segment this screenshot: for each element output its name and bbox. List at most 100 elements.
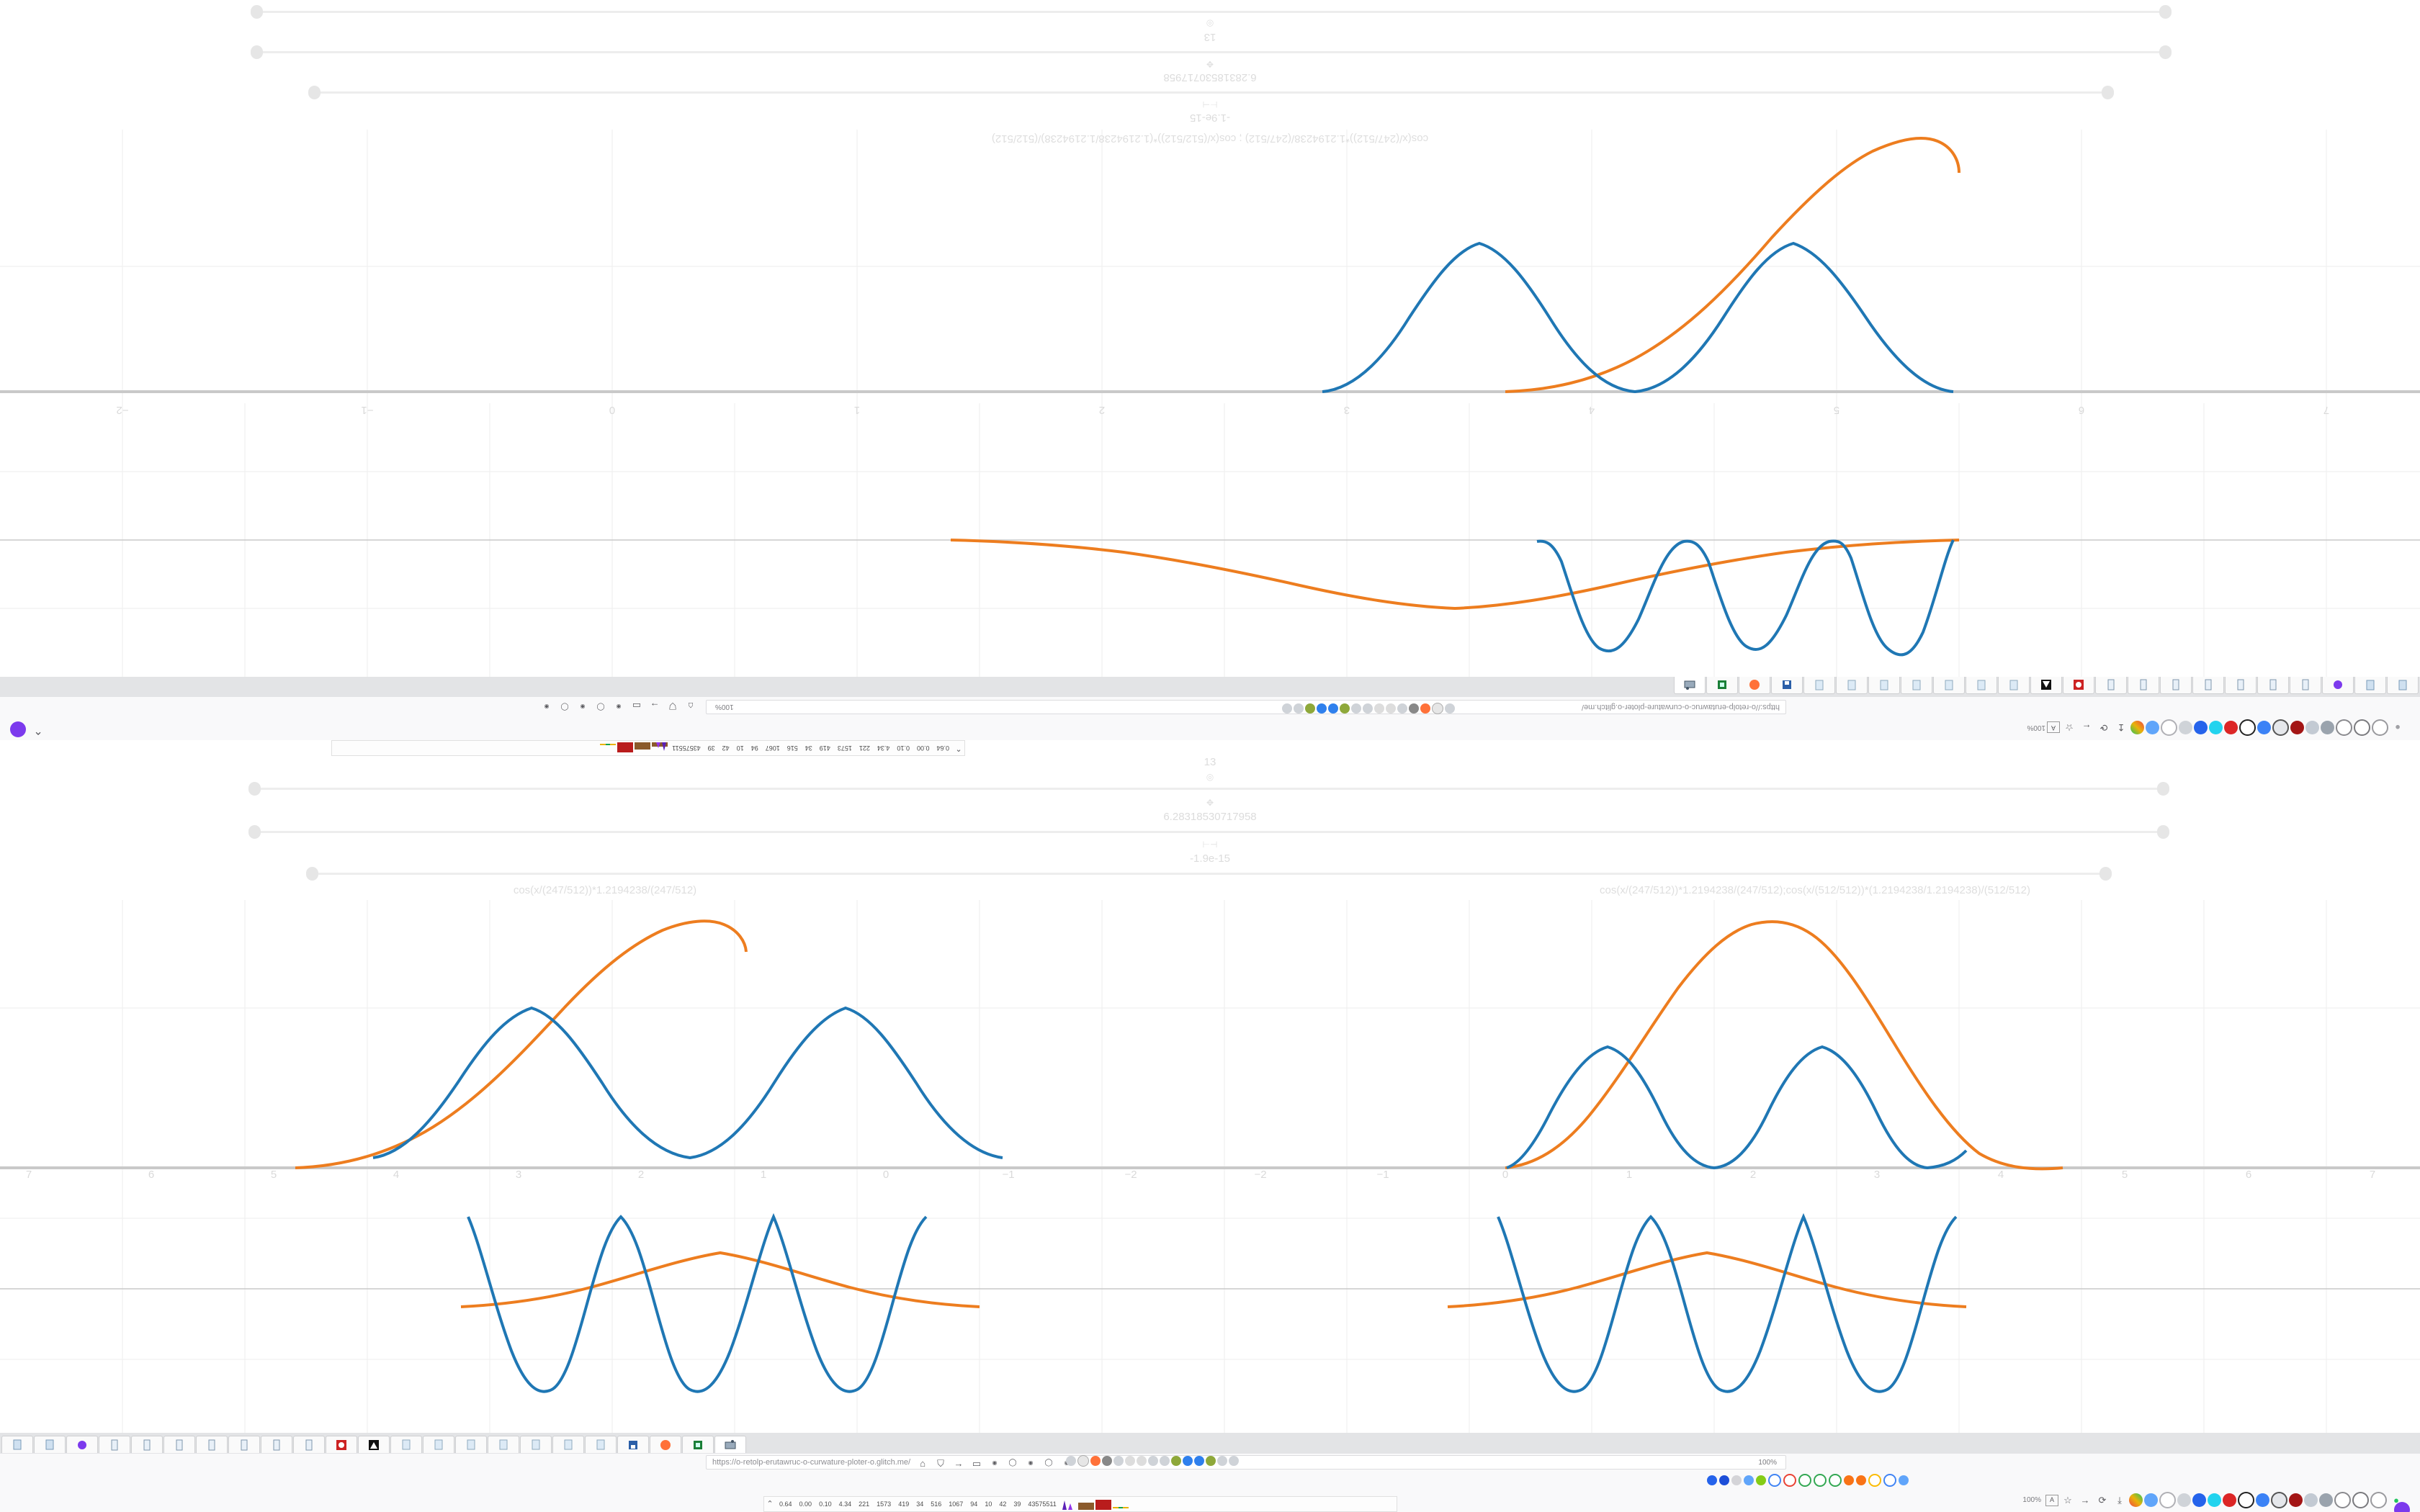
record-icon[interactable]	[2223, 1493, 2236, 1507]
slider-epsilon-track[interactable]	[310, 91, 2110, 94]
bookmark-star-icon[interactable]: ☆	[2065, 722, 2074, 733]
highlighter-icon[interactable]	[2130, 721, 2144, 734]
green-bookmark-icon[interactable]	[1171, 1456, 1181, 1466]
profile-avatar-icon[interactable]	[10, 721, 26, 737]
globe-bookmark-icon[interactable]	[1113, 1456, 1124, 1466]
google-bookmark-icon[interactable]	[1783, 1474, 1796, 1487]
forward-icon[interactable]: →	[650, 701, 660, 712]
dot-icon[interactable]: ◉	[992, 1459, 998, 1466]
slider-period-knob-left-main[interactable]	[248, 825, 261, 839]
overflow-chevron-icon[interactable]: ⌃	[33, 724, 43, 736]
shield-icon[interactable]	[2304, 1493, 2318, 1507]
reload-icon[interactable]: ⟳	[2099, 722, 2108, 733]
sysmon-collapse-icon-main[interactable]: ⌃	[766, 1499, 774, 1508]
drop-bookmark-icon[interactable]	[1719, 1475, 1729, 1485]
highlighter-icon[interactable]	[2129, 1493, 2143, 1507]
green-bookmark-icon[interactable]	[1305, 703, 1315, 714]
tab-item[interactable]	[2192, 677, 2224, 694]
slider-samples-knob-right-main[interactable]	[2157, 782, 2169, 796]
tab-item[interactable]	[163, 1436, 195, 1453]
tab-item[interactable]	[2387, 677, 2419, 694]
firefox-bookmark-icon[interactable]	[1420, 703, 1430, 714]
tab-item[interactable]	[682, 1436, 714, 1453]
tab-item[interactable]	[488, 1436, 519, 1453]
add-icon[interactable]	[2194, 721, 2208, 734]
shield-icon[interactable]	[2305, 721, 2319, 734]
slider-period-track[interactable]	[252, 51, 2168, 53]
tab-item[interactable]	[326, 1436, 357, 1453]
lower-plot-canvas[interactable]: cos(x/(247/512))*1.2194238/(247/512) ; c…	[0, 130, 2420, 403]
settings-gear-icon[interactable]	[2177, 1493, 2191, 1507]
tab-item[interactable]	[552, 1436, 584, 1453]
tab-item[interactable]	[66, 1436, 98, 1453]
tab-item[interactable]	[2257, 677, 2289, 694]
forward-arrow-icon[interactable]: →	[2080, 1495, 2090, 1506]
profile-avatar-icon-main[interactable]	[2394, 1502, 2410, 1512]
share-icon[interactable]	[2257, 721, 2271, 734]
tab-item[interactable]	[1836, 677, 1868, 694]
sun-bookmark-icon[interactable]	[1844, 1475, 1854, 1485]
shield-icon[interactable]: ⛉	[669, 701, 676, 712]
tab-item[interactable]	[423, 1436, 454, 1453]
drop-bookmark-icon[interactable]	[1183, 1456, 1193, 1466]
globe-bookmark-icon[interactable]	[1148, 1456, 1158, 1466]
tab-item[interactable]	[1739, 677, 1770, 694]
tab-item[interactable]	[1901, 677, 1932, 694]
drop-bookmark-icon[interactable]	[1317, 703, 1327, 714]
lock-icon[interactable]: ⌂	[920, 1457, 926, 1469]
slider-samples-track-main[interactable]	[252, 788, 2168, 790]
tab-item-active[interactable]	[1674, 677, 1706, 694]
circle-icon[interactable]: ◯	[596, 703, 605, 711]
download-icon[interactable]: ⤓	[2118, 1495, 2122, 1506]
lens-bookmark-icon[interactable]	[1125, 1456, 1135, 1466]
globe-bookmark-icon[interactable]	[1229, 1456, 1239, 1466]
globe-icon[interactable]	[2321, 721, 2334, 734]
account-icon[interactable]: ●	[2393, 1495, 2399, 1506]
opera-icon[interactable]	[2290, 721, 2304, 734]
tab-item[interactable]	[2322, 677, 2354, 694]
resize-handle-icon-main[interactable]: ⊢⊣	[1202, 840, 1218, 850]
gear-icon[interactable]	[2372, 719, 2388, 736]
resize-handle-icon[interactable]: ⊢⊣	[1202, 99, 1218, 109]
tab-item-active[interactable]	[714, 1436, 746, 1453]
shield-icon[interactable]: ⛉	[937, 1457, 944, 1469]
account-icon[interactable]: ●	[2395, 722, 2401, 733]
tab-item[interactable]	[1, 1436, 33, 1453]
lock-icon[interactable]: ⌂	[688, 701, 694, 712]
oval-icon[interactable]	[2159, 1492, 2176, 1508]
tab-item[interactable]	[99, 1436, 130, 1453]
mail-bookmark-icon[interactable]	[1707, 1475, 1717, 1485]
translate-icon[interactable]	[2144, 1493, 2158, 1507]
slider-samples-knob-left[interactable]	[2159, 5, 2172, 19]
add-icon[interactable]	[2192, 1493, 2206, 1507]
globe-bookmark-icon[interactable]	[1294, 703, 1304, 714]
gear-bookmark-icon[interactable]	[1077, 1455, 1089, 1467]
upload-icon[interactable]	[2208, 1493, 2221, 1507]
thumbs-icon[interactable]	[2334, 1492, 2351, 1508]
back-icon[interactable]: ←	[2081, 722, 2092, 733]
dot-icon[interactable]: ◉	[1028, 1459, 1034, 1466]
google-bookmark-icon[interactable]	[1829, 1474, 1842, 1487]
trash-icon[interactable]	[2238, 1492, 2254, 1508]
tab-item[interactable]	[1868, 677, 1900, 694]
tab-item[interactable]	[650, 1436, 681, 1453]
tab-item[interactable]	[520, 1436, 552, 1453]
slider-period-knob-right[interactable]	[251, 45, 263, 59]
tab-item[interactable]	[2030, 677, 2062, 694]
tab-item[interactable]	[2063, 677, 2094, 694]
move-handle-icon[interactable]: ✥	[1206, 59, 1214, 69]
google-bookmark-icon[interactable]	[1768, 1474, 1781, 1487]
tab-item[interactable]	[196, 1436, 228, 1453]
globe-bookmark-icon[interactable]	[1066, 1456, 1076, 1466]
slider-samples-knob-right[interactable]	[251, 5, 263, 19]
slider-samples-track[interactable]	[252, 11, 2168, 13]
drop-bookmark-icon[interactable]	[1328, 703, 1338, 714]
firefox-bookmark-icon[interactable]	[1090, 1456, 1101, 1466]
lens-bookmark-icon[interactable]	[1386, 703, 1396, 714]
slider-samples-knob-left-main[interactable]	[248, 782, 261, 796]
slider-epsilon-track-main[interactable]	[310, 873, 2110, 875]
system-monitor-strip[interactable]: ⌃ 0.64 0.00 0.10 4.34 221 1573 419 34 51…	[331, 740, 965, 756]
book-icon[interactable]	[2271, 1492, 2287, 1508]
tab-item[interactable]	[2095, 677, 2127, 694]
globe-bookmark-icon[interactable]	[1282, 703, 1292, 714]
